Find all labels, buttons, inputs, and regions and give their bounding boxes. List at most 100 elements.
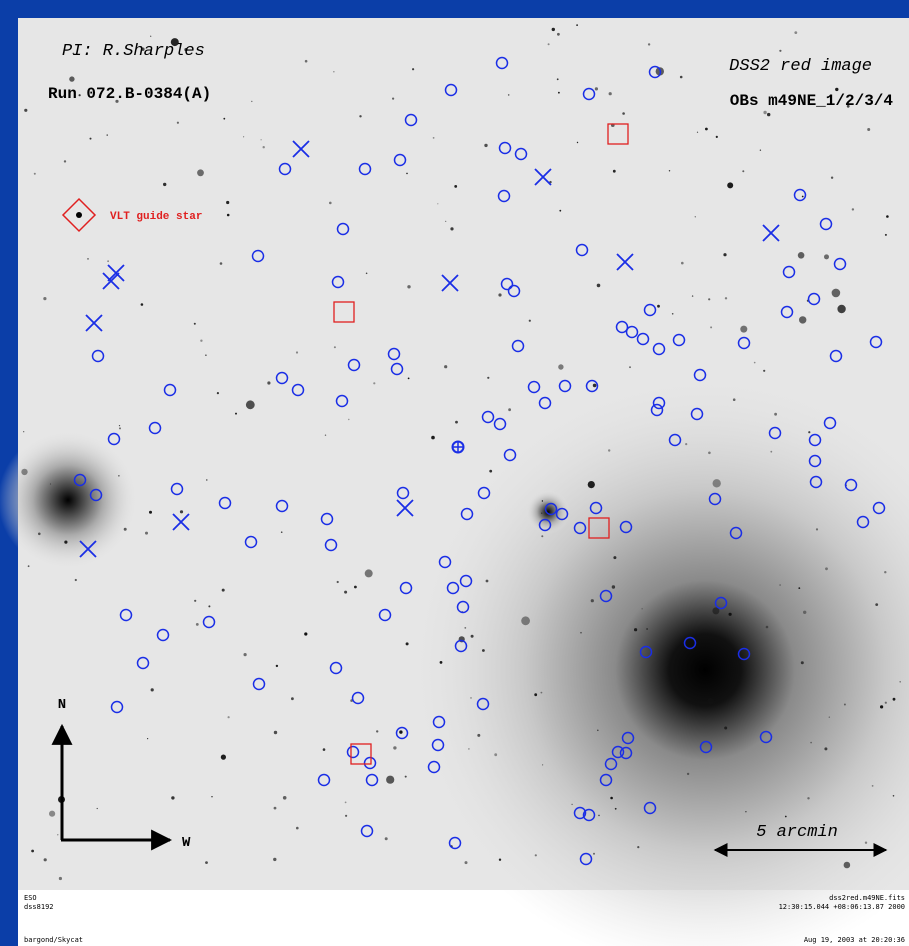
star <box>707 698 714 705</box>
star <box>832 289 841 298</box>
star <box>64 160 66 162</box>
star <box>376 730 378 732</box>
star <box>276 665 278 667</box>
star <box>454 185 457 188</box>
star <box>637 846 639 848</box>
star <box>49 811 55 817</box>
star <box>267 381 270 384</box>
star <box>180 510 183 513</box>
star <box>194 323 196 325</box>
star <box>281 531 283 533</box>
star <box>325 435 326 436</box>
star <box>657 305 660 308</box>
star <box>59 877 62 880</box>
star <box>205 861 208 864</box>
star <box>221 755 226 760</box>
star <box>171 796 174 799</box>
star <box>595 87 598 90</box>
star <box>733 398 736 401</box>
star <box>220 262 223 265</box>
west-label: W <box>182 835 191 851</box>
star <box>754 362 756 364</box>
star <box>296 827 299 830</box>
star <box>727 182 733 188</box>
star <box>557 33 560 36</box>
star <box>763 370 765 372</box>
star <box>107 134 108 135</box>
star <box>44 858 47 861</box>
star <box>529 320 531 322</box>
star <box>680 76 683 79</box>
star <box>705 128 708 131</box>
star <box>571 804 572 805</box>
star <box>75 579 77 581</box>
star <box>499 859 501 861</box>
star <box>742 170 744 172</box>
star <box>608 449 610 451</box>
star <box>399 730 402 733</box>
star <box>261 139 262 140</box>
star <box>770 451 772 453</box>
star <box>194 600 196 602</box>
star <box>412 68 414 70</box>
star <box>837 305 845 313</box>
star <box>344 591 347 594</box>
star <box>534 693 537 696</box>
star <box>808 431 810 433</box>
star <box>273 858 276 861</box>
star <box>205 354 207 356</box>
star <box>541 692 543 694</box>
footer-text: bargond/Skycat <box>24 936 83 944</box>
star <box>597 284 601 288</box>
star <box>634 628 637 631</box>
star <box>763 111 766 114</box>
star <box>304 632 307 635</box>
star <box>244 653 247 656</box>
star <box>227 214 230 217</box>
guide-star <box>76 212 82 218</box>
star <box>597 730 599 732</box>
star <box>405 776 407 778</box>
star <box>710 326 712 328</box>
star <box>486 580 489 583</box>
star <box>494 753 497 756</box>
star <box>393 746 396 749</box>
star <box>489 470 492 473</box>
star <box>354 586 357 589</box>
star <box>542 500 543 501</box>
star <box>642 608 643 609</box>
star <box>365 569 373 577</box>
star <box>38 533 41 536</box>
star <box>672 313 674 315</box>
star <box>648 43 650 45</box>
star <box>593 384 597 388</box>
star <box>283 796 287 800</box>
star <box>408 378 410 380</box>
star <box>865 842 867 844</box>
star <box>385 837 388 840</box>
star <box>831 177 833 179</box>
star <box>366 273 368 275</box>
star <box>177 122 179 124</box>
star <box>588 481 595 488</box>
star <box>119 425 120 426</box>
star <box>697 132 698 133</box>
star <box>471 635 474 638</box>
star <box>34 173 36 175</box>
star <box>884 571 886 573</box>
star <box>802 196 804 198</box>
star <box>235 413 237 415</box>
star <box>345 802 347 804</box>
star <box>729 613 732 616</box>
star <box>197 169 204 176</box>
star <box>785 816 787 818</box>
star <box>559 210 561 212</box>
star <box>43 297 46 300</box>
star <box>23 431 24 432</box>
star <box>450 227 453 230</box>
star <box>50 483 51 484</box>
star <box>613 170 616 173</box>
star <box>622 112 625 115</box>
star <box>329 202 332 205</box>
star <box>745 811 746 812</box>
